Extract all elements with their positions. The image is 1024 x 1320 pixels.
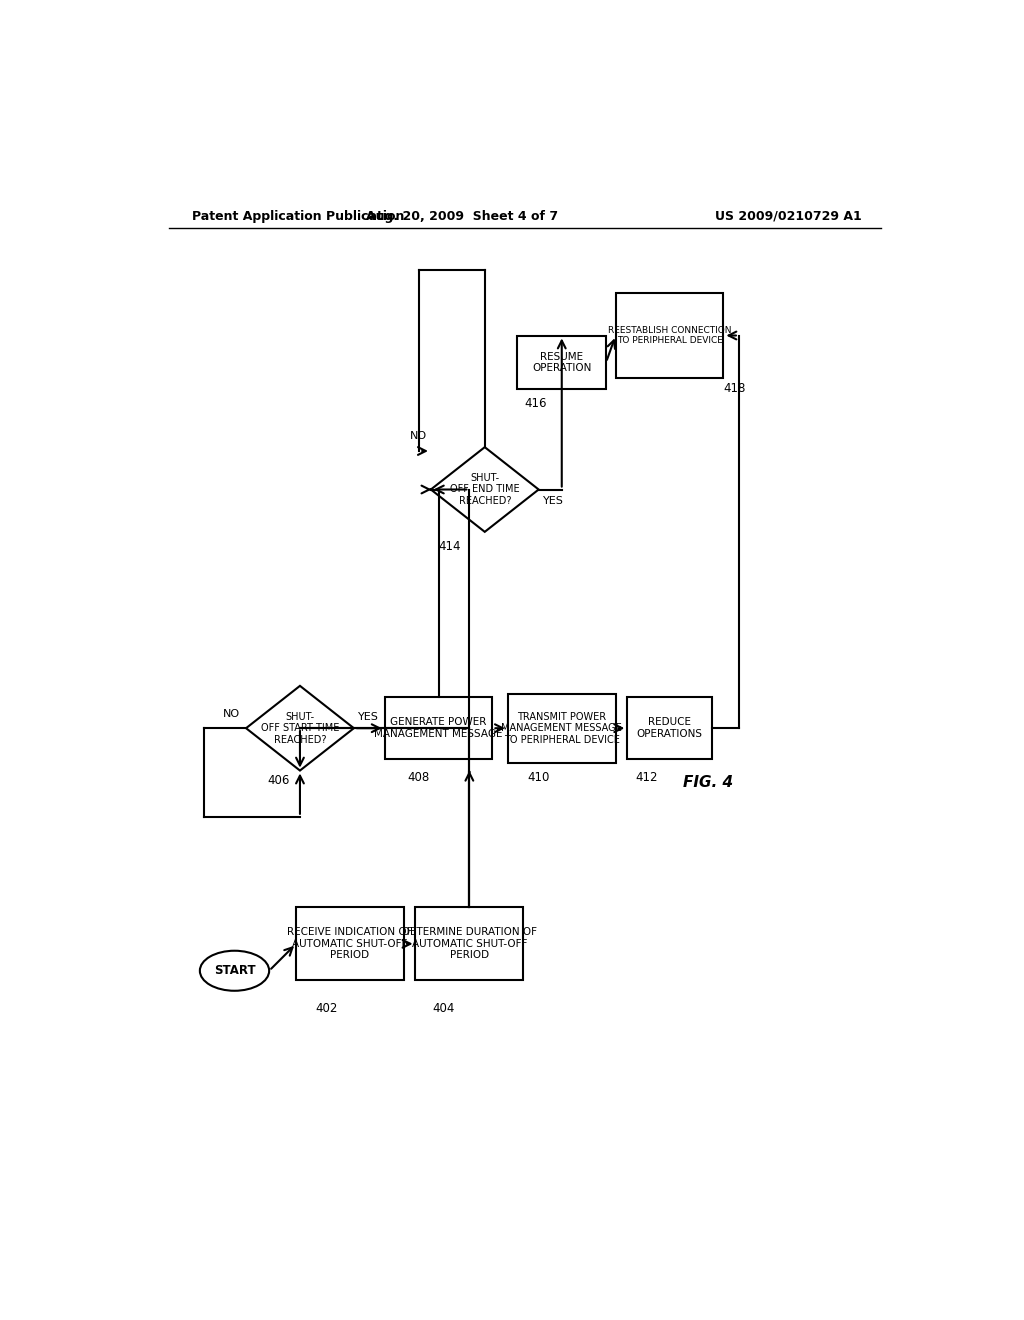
Text: GENERATE POWER
MANAGEMENT MESSAGE: GENERATE POWER MANAGEMENT MESSAGE [375,717,503,739]
Text: 418: 418 [724,381,745,395]
Text: NO: NO [410,432,427,441]
Text: YES: YES [543,496,563,506]
Text: 406: 406 [267,775,290,788]
Polygon shape [431,447,539,532]
Text: 408: 408 [408,771,430,784]
FancyBboxPatch shape [517,335,606,389]
FancyBboxPatch shape [628,697,712,759]
Ellipse shape [200,950,269,991]
FancyBboxPatch shape [296,907,403,981]
Text: SHUT-
OFF START TIME
REACHED?: SHUT- OFF START TIME REACHED? [261,711,339,744]
FancyBboxPatch shape [508,693,615,763]
Text: 412: 412 [635,771,657,784]
Text: Patent Application Publication: Patent Application Publication [193,210,404,223]
Text: 402: 402 [315,1002,338,1015]
Text: START: START [214,964,255,977]
Text: REDUCE
OPERATIONS: REDUCE OPERATIONS [637,717,702,739]
FancyBboxPatch shape [416,907,523,981]
Text: NO: NO [223,709,240,719]
Text: RESUME
OPERATION: RESUME OPERATION [532,351,592,374]
Text: 410: 410 [527,771,550,784]
Text: FIG. 4: FIG. 4 [683,775,733,789]
Polygon shape [246,686,354,771]
Text: US 2009/0210729 A1: US 2009/0210729 A1 [716,210,862,223]
Text: Aug. 20, 2009  Sheet 4 of 7: Aug. 20, 2009 Sheet 4 of 7 [366,210,558,223]
FancyBboxPatch shape [615,293,724,378]
Text: YES: YES [357,711,379,722]
Text: 404: 404 [432,1002,455,1015]
Text: 414: 414 [438,540,461,553]
Text: 416: 416 [524,397,547,411]
Text: RECEIVE INDICATION OF
AUTOMATIC SHUT-OFF
PERIOD: RECEIVE INDICATION OF AUTOMATIC SHUT-OFF… [288,927,413,961]
FancyBboxPatch shape [385,697,493,759]
Text: REESTABLISH CONNECTION
TO PERIPHERAL DEVICE: REESTABLISH CONNECTION TO PERIPHERAL DEV… [608,326,731,346]
Text: DETERMINE DURATION OF
AUTOMATIC SHUT-OFF
PERIOD: DETERMINE DURATION OF AUTOMATIC SHUT-OFF… [401,927,537,961]
Text: SHUT-
OFF END TIME
REACHED?: SHUT- OFF END TIME REACHED? [450,473,519,506]
Text: TRANSMIT POWER
MANAGEMENT MESSAGE
TO PERIPHERAL DEVICE: TRANSMIT POWER MANAGEMENT MESSAGE TO PER… [502,711,623,744]
